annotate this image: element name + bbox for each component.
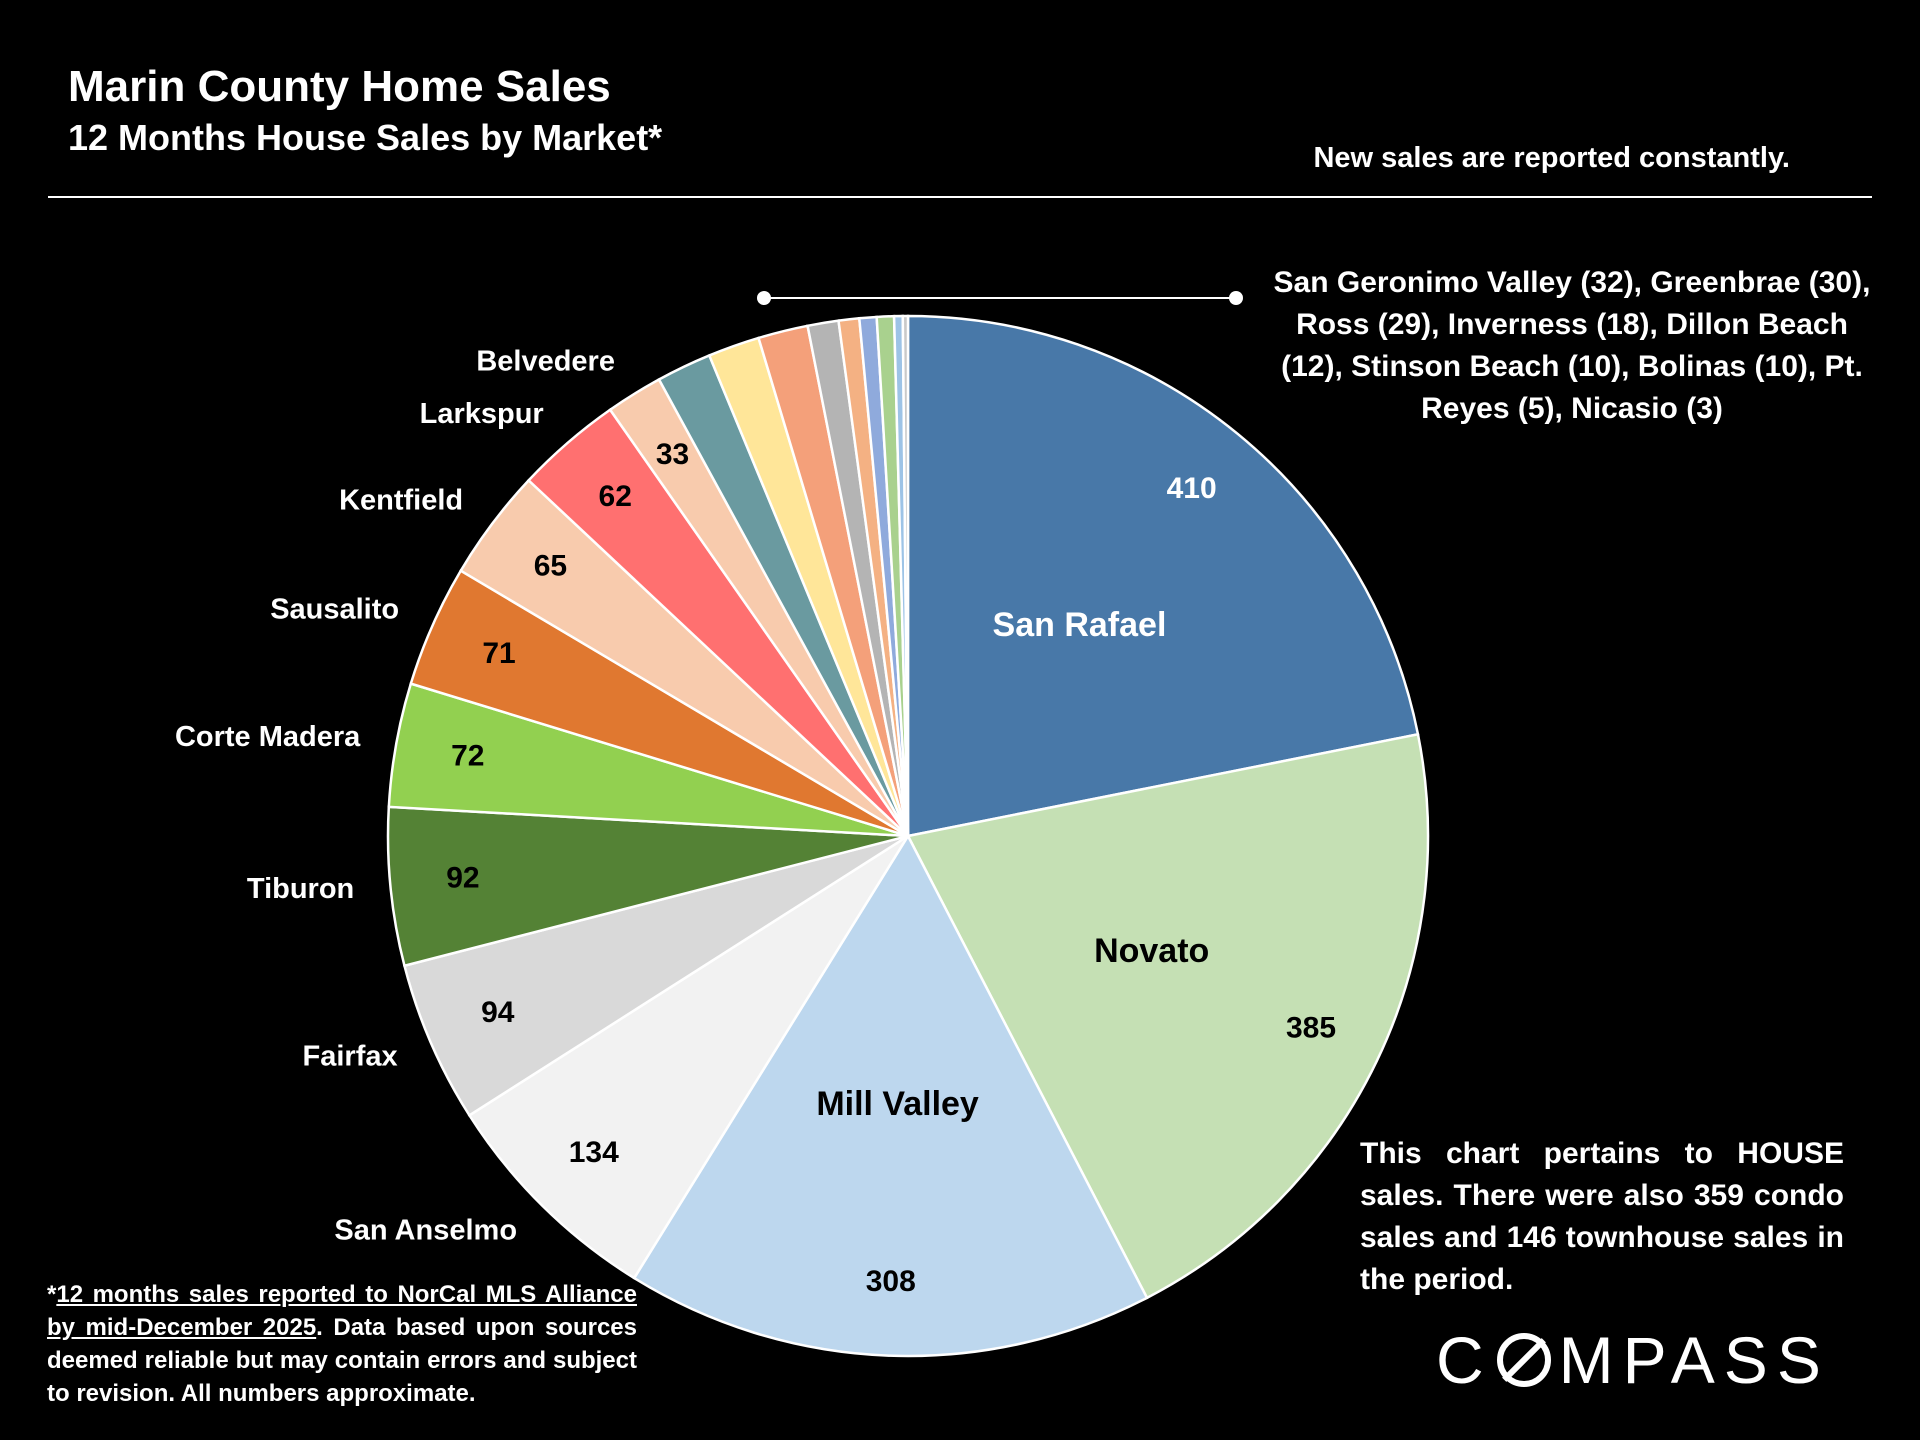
logo-text-end: MPASS	[1558, 1323, 1830, 1397]
value-label-kentfield: 65	[534, 549, 567, 582]
pie-labels: San Rafael 410 Novato 385 Mill Valley 308 134 S…	[175, 346, 1336, 1298]
footnote: *12 months sales reported to NorCal MLS …	[47, 1278, 637, 1410]
value-label-corte-madera: 72	[451, 739, 484, 772]
pie-slices	[386, 314, 1430, 1358]
slice-label-larkspur: Larkspur	[420, 398, 544, 430]
value-label-san-rafael: 410	[1167, 472, 1217, 505]
house-sales-note: This chart pertains to HOUSE sales. Ther…	[1360, 1137, 1844, 1296]
slice-san-rafael	[906, 314, 1420, 838]
slice-label-corte-madera: Corte Madera	[175, 721, 361, 753]
slice-fairfax	[402, 834, 909, 1118]
small-markets-annotation: San Geronimo Valley (32), Greenbrae (30)…	[1273, 266, 1871, 425]
small-markets-bracket	[757, 291, 1243, 305]
footnote-disclaimer: . Data based upon sources deemed reliabl…	[47, 1314, 637, 1407]
value-label-sausalito: 71	[482, 637, 515, 670]
compass-logo: C MPASS	[1436, 1320, 1830, 1400]
slice-mill-valley	[632, 833, 1149, 1358]
slice-label-kentfield: Kentfield	[339, 484, 463, 516]
value-label-novato: 385	[1286, 1012, 1336, 1045]
value-label-fairfax: 94	[481, 996, 515, 1029]
value-label-belvedere: 33	[656, 438, 689, 471]
chart-title: Marin County Home Sales	[68, 62, 611, 111]
value-label-mill-valley: 308	[866, 1265, 916, 1298]
compass-o-icon	[1496, 1333, 1551, 1387]
reporting-note: New sales are reported constantly.	[1313, 142, 1790, 174]
slice-label-mill-valley: Mill Valley	[816, 1085, 979, 1123]
slice-label-belvedere: Belvedere	[476, 346, 615, 378]
value-label-larkspur: 62	[599, 480, 632, 513]
slice-label-san-anselmo: San Anselmo	[334, 1215, 517, 1247]
slice-label-tiburon: Tiburon	[247, 873, 354, 905]
value-label-tiburon: 92	[446, 862, 479, 895]
slice-label-novato: Novato	[1094, 932, 1209, 970]
chart-subtitle: 12 Months House Sales by Market*	[68, 117, 663, 158]
logo-text-start: C	[1436, 1323, 1493, 1397]
slice-tiburon	[386, 805, 909, 968]
slice-nicasio	[901, 314, 910, 837]
footnote-source: 12 months sales reported to NorCal MLS A…	[47, 1281, 637, 1341]
slice-label-sausalito: Sausalito	[270, 594, 399, 626]
header-divider	[48, 196, 1872, 198]
footnote-star: *	[47, 1281, 57, 1308]
value-label-san-anselmo: 134	[569, 1136, 619, 1169]
slice-san-anselmo	[467, 834, 910, 1280]
slice-novato	[906, 732, 1430, 1300]
slice-label-san-rafael: San Rafael	[993, 606, 1167, 644]
slice-label-fairfax: Fairfax	[303, 1040, 398, 1072]
